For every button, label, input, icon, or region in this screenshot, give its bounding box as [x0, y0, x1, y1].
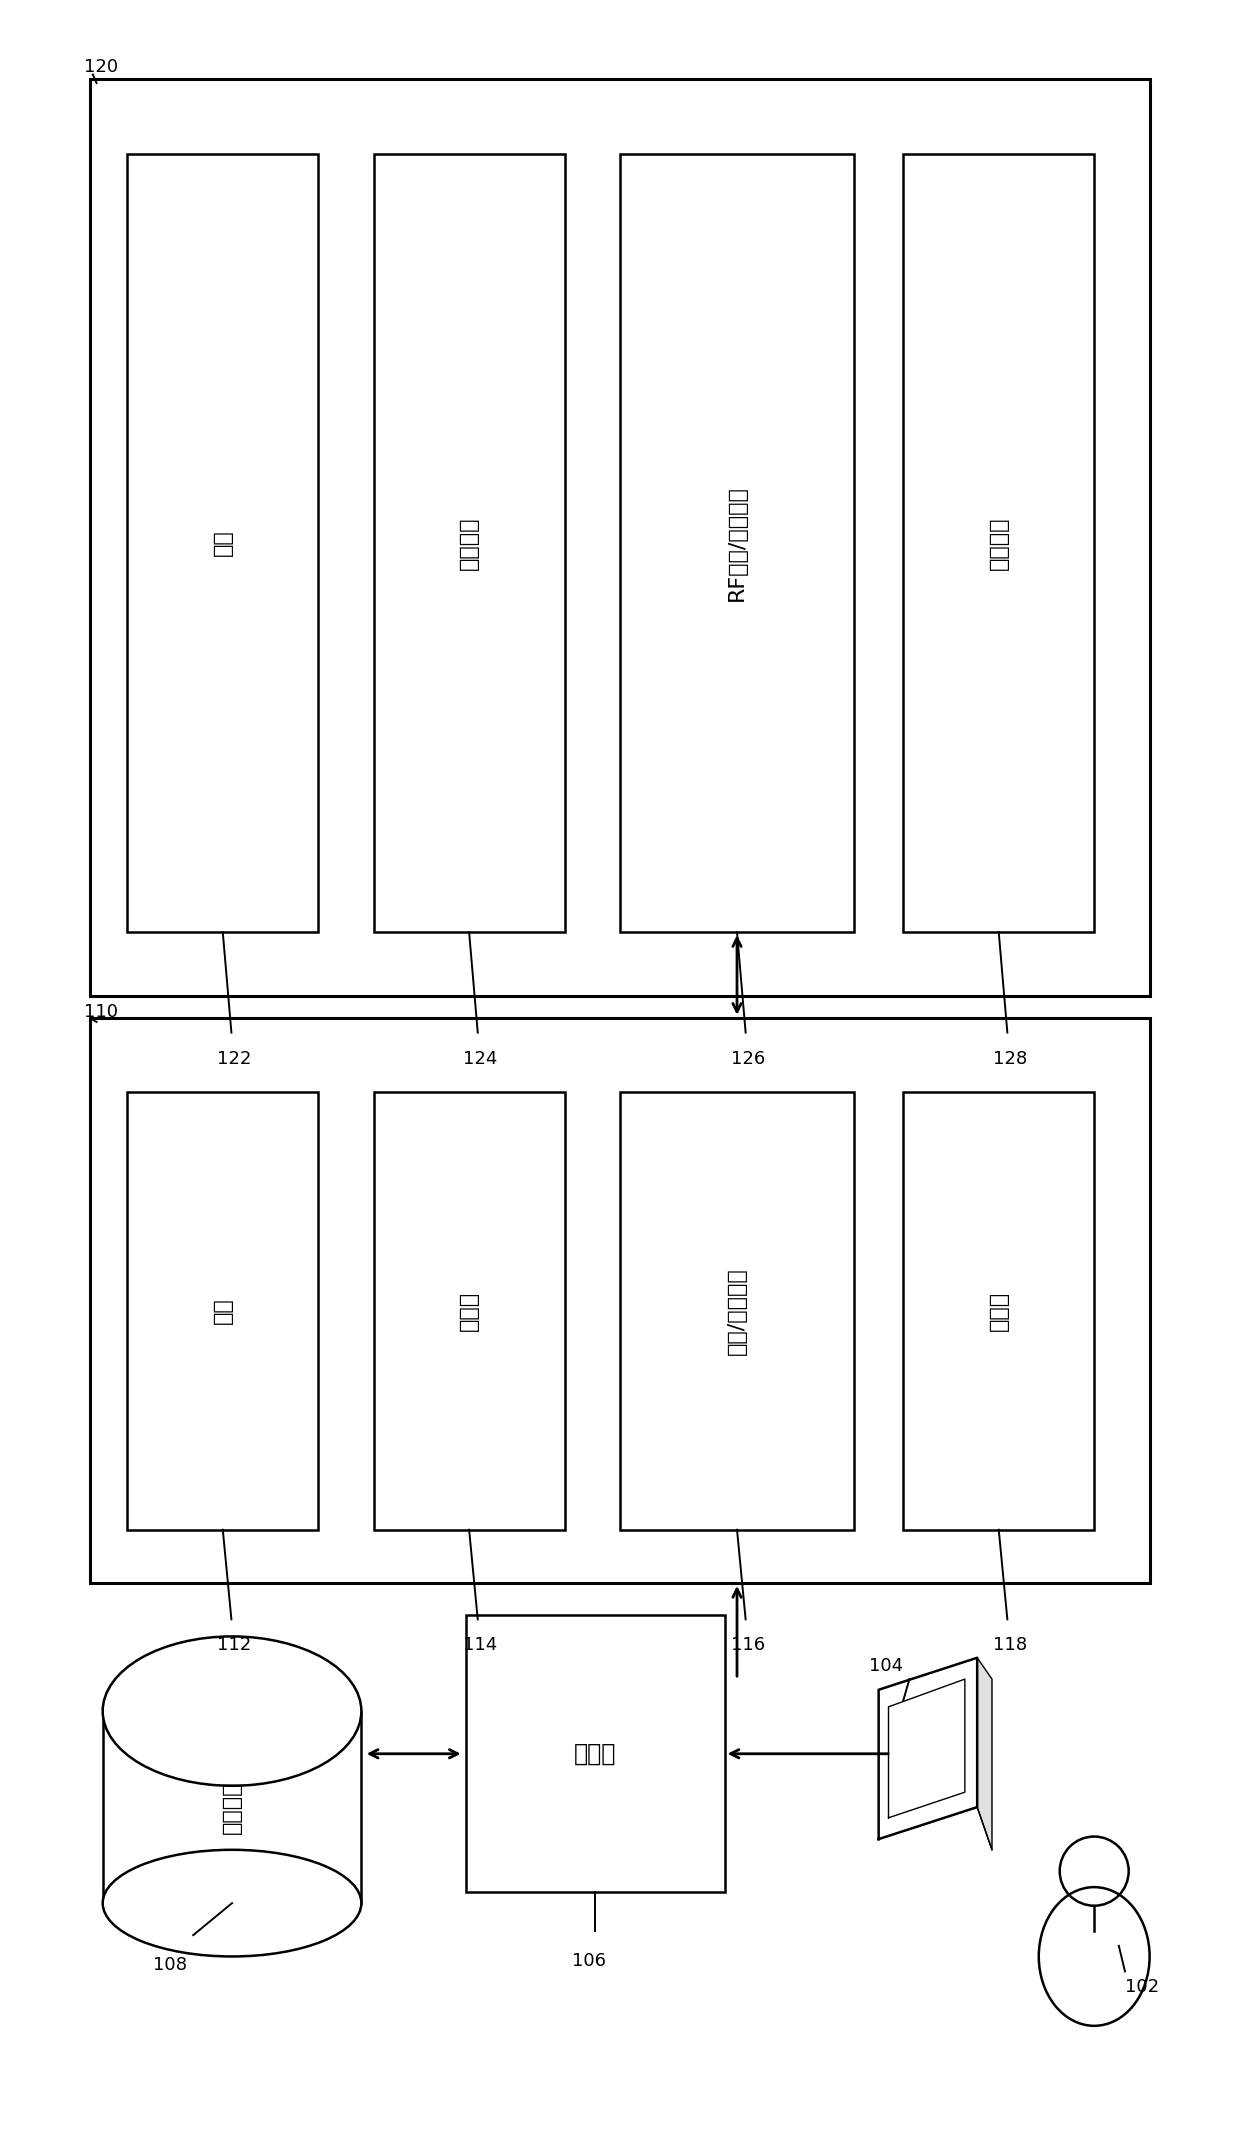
Text: 126: 126 [730, 1050, 765, 1067]
Ellipse shape [103, 1851, 361, 1956]
Text: 114: 114 [463, 1636, 497, 1654]
Text: 热管理: 热管理 [988, 1292, 1008, 1330]
Ellipse shape [1039, 1887, 1149, 2026]
Text: 104: 104 [869, 1656, 903, 1675]
Text: 112: 112 [217, 1636, 250, 1654]
Bar [620, 1092, 854, 1529]
Text: 梯度线圈: 梯度线圈 [988, 516, 1008, 570]
Polygon shape [977, 1658, 992, 1851]
Text: 控制器: 控制器 [574, 1741, 616, 1765]
Bar [903, 154, 1094, 932]
Text: 128: 128 [992, 1050, 1027, 1067]
Text: 102: 102 [1125, 1977, 1159, 1996]
Text: 110: 110 [84, 1002, 118, 1022]
Text: RF发射/接收线圈: RF发射/接收线圈 [727, 484, 746, 602]
Bar [128, 154, 319, 932]
Bar [91, 79, 1149, 996]
Text: 124: 124 [463, 1050, 497, 1067]
Bar [91, 1017, 1149, 1583]
Bar [373, 1092, 564, 1529]
Text: 106: 106 [572, 1951, 606, 1971]
Ellipse shape [103, 1636, 361, 1786]
Bar [466, 1615, 724, 1894]
Bar [620, 154, 854, 932]
Text: 脉冲序列: 脉冲序列 [222, 1780, 242, 1834]
Text: 120: 120 [84, 58, 118, 75]
Text: 电源: 电源 [213, 1298, 233, 1324]
Text: 122: 122 [217, 1050, 250, 1067]
Text: 116: 116 [730, 1636, 765, 1654]
Text: 108: 108 [153, 1956, 187, 1975]
Text: 放大器: 放大器 [459, 1292, 479, 1330]
Text: 118: 118 [992, 1636, 1027, 1654]
Bar [373, 154, 564, 932]
Text: 发射/接收开关: 发射/接收开关 [727, 1268, 746, 1356]
Text: 匀场线圈: 匀场线圈 [459, 516, 479, 570]
Text: 磁体: 磁体 [213, 529, 233, 557]
Bar [903, 1092, 1094, 1529]
Bar [128, 1092, 319, 1529]
